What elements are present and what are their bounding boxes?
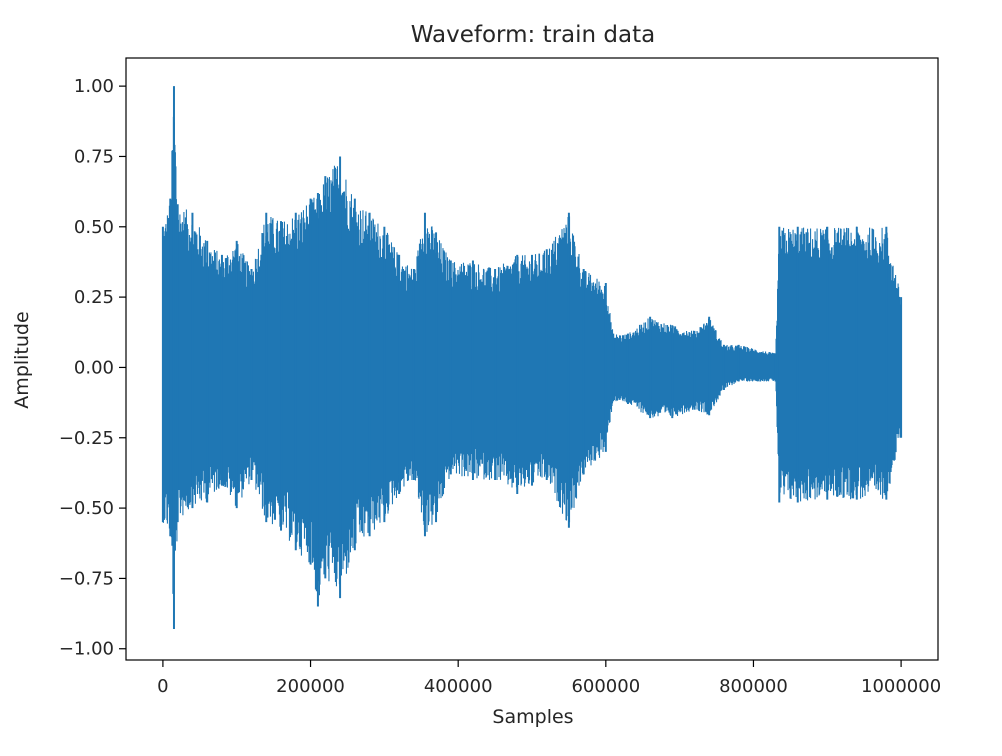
y-axis: 1.00 0.75 0.50 0.25 0.00 −0.25 −0.50 −0.75 −1.00 [59, 76, 126, 660]
x-tick-label: 600000 [571, 676, 640, 697]
y-tick-label: −0.25 [59, 428, 114, 449]
y-tick-label: 0.00 [74, 357, 114, 378]
y-tick-label: 0.50 [74, 217, 114, 238]
y-tick-label: −0.50 [59, 498, 114, 519]
y-tick-label: −1.00 [59, 639, 114, 660]
x-tick-label: 200000 [276, 676, 345, 697]
waveform-peaks [161, 86, 903, 630]
y-tick-label: −0.75 [59, 568, 114, 589]
y-tick-label: 0.25 [74, 287, 114, 308]
x-tick-label: 0 [157, 676, 168, 697]
x-tick-label: 400000 [424, 676, 493, 697]
plot-area [161, 86, 903, 630]
x-axis: 0 200000 400000 600000 800000 1000000 [157, 660, 941, 697]
chart-title: Waveform: train data [411, 22, 655, 48]
x-tick-label: 1000000 [861, 676, 941, 697]
y-tick-label: 0.75 [74, 146, 114, 167]
x-tick-label: 800000 [719, 676, 788, 697]
y-axis-title: Amplitude [11, 311, 33, 408]
plot-frame [125, 57, 939, 661]
x-axis-title: Samples [492, 706, 573, 728]
y-tick-label: 1.00 [74, 76, 114, 97]
